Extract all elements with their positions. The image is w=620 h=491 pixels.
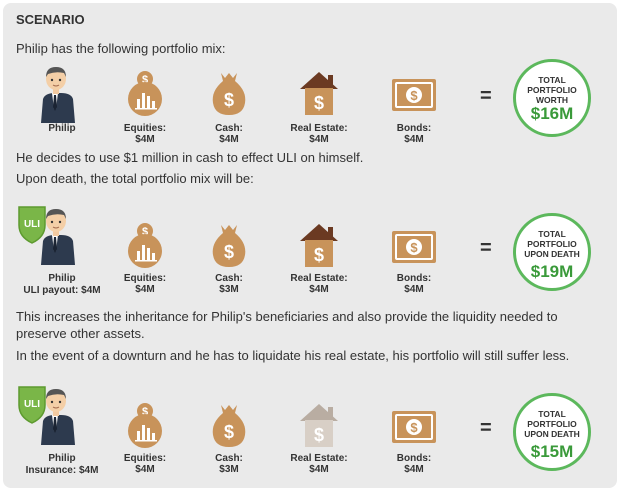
cash-icon: $: [209, 221, 249, 274]
cash-label: Cash:: [215, 123, 243, 134]
uli-badge-icon: ULI: [18, 206, 46, 244]
svg-text:$: $: [410, 88, 418, 103]
equities-label: Equities:: [123, 453, 167, 464]
uli-text: He decides to use $1 million in cash to …: [16, 150, 364, 165]
bonds-icon: $: [390, 227, 438, 272]
real-estate-value: $4M: [309, 464, 329, 475]
bonds-icon: $: [390, 75, 438, 120]
person-payout: ULI payout: $4M: [23, 285, 101, 296]
uli-badge-icon: ULI: [18, 386, 46, 424]
equities-label: Equities:: [123, 123, 167, 134]
inheritance-text: This increases the inheritance for Phili…: [16, 309, 558, 341]
equities-icon: $: [125, 69, 165, 122]
real-estate-icon: $: [298, 69, 340, 122]
equals-sign: =: [480, 85, 492, 107]
person-icon: ULI: [15, 203, 85, 278]
equals-sign: =: [480, 237, 492, 259]
total-title: TOTAL PORTFOLIO WORTH: [527, 75, 577, 105]
person-name: Philip: [48, 123, 76, 134]
bonds-label: Bonds:: [396, 453, 432, 464]
person-name: Philip: [48, 273, 76, 284]
person-payout: Insurance: $4M: [25, 465, 99, 476]
cash-value: $4M: [219, 134, 239, 145]
svg-text:$: $: [224, 90, 234, 110]
total-title: TOTAL PORTFOLIO UPON DEATH: [524, 229, 580, 259]
equities-label: Equities:: [123, 273, 167, 284]
scenario-card: SCENARIO Philip has the following portfo…: [3, 3, 617, 488]
uli-badge-text: ULI: [24, 219, 40, 230]
person-name: Philip: [48, 453, 76, 464]
bonds-value: $4M: [404, 134, 424, 145]
total-value: $19M: [530, 262, 574, 281]
real-estate-value: $4M: [309, 134, 329, 145]
cash-label: Cash:: [215, 273, 243, 284]
cash-value: $3M: [219, 464, 239, 475]
scenario-title: SCENARIO: [16, 12, 85, 27]
svg-text:$: $: [224, 242, 234, 262]
person-icon: ULI: [15, 383, 85, 458]
real-estate-icon: $: [298, 221, 340, 274]
svg-text:$: $: [142, 406, 148, 418]
cash-icon: $: [209, 69, 249, 122]
uli-badge-text: ULI: [24, 399, 40, 410]
total-title: TOTAL PORTFOLIO UPON DEATH: [524, 409, 580, 439]
equities-icon: $: [125, 221, 165, 274]
cash-value: $3M: [219, 284, 239, 295]
svg-text:$: $: [314, 93, 324, 113]
svg-text:$: $: [314, 425, 324, 445]
total-value: $16M: [530, 104, 574, 123]
real-estate-value: $4M: [309, 284, 329, 295]
bonds-icon: $: [390, 407, 438, 452]
person-icon: [15, 61, 85, 136]
cash-label: Cash:: [215, 453, 243, 464]
total-circle: TOTAL PORTFOLIO UPON DEATH $19M: [513, 213, 591, 291]
total-circle: TOTAL PORTFOLIO WORTH $16M: [513, 59, 591, 137]
bonds-label: Bonds:: [396, 123, 432, 134]
svg-text:$: $: [410, 420, 418, 435]
equities-icon: $: [125, 401, 165, 454]
equities-value: $4M: [135, 284, 155, 295]
downturn-text: In the event of a downturn and he has to…: [16, 348, 570, 363]
portfolio-row-initial: Philip $ Equities: $4M $ Cash: $4M $ Real …: [3, 59, 617, 159]
total-circle: TOTAL PORTFOLIO UPON DEATH $15M: [513, 393, 591, 471]
cash-icon: $: [209, 401, 249, 454]
real-estate-label: Real Estate:: [290, 273, 348, 284]
real-estate-label: Real Estate:: [290, 453, 348, 464]
death-text: Upon death, the total portfolio mix will…: [16, 171, 254, 186]
svg-text:$: $: [224, 422, 234, 442]
bonds-value: $4M: [404, 284, 424, 295]
equals-sign: =: [480, 417, 492, 439]
intro-text: Philip has the following portfolio mix:: [16, 41, 226, 56]
total-value: $15M: [530, 442, 574, 461]
svg-text:$: $: [142, 226, 148, 238]
equities-value: $4M: [135, 134, 155, 145]
equities-value: $4M: [135, 464, 155, 475]
portfolio-row-downturn: ULI Philip Insurance: $4M $ Equities: $4M …: [3, 379, 617, 479]
bonds-value: $4M: [404, 464, 424, 475]
real-estate-icon: $: [298, 401, 340, 454]
svg-text:$: $: [142, 74, 148, 86]
bonds-label: Bonds:: [396, 273, 432, 284]
portfolio-row-upon-death: ULI Philip ULI payout: $4M $ Equities: $4M…: [3, 199, 617, 299]
svg-text:$: $: [314, 245, 324, 265]
svg-text:$: $: [410, 240, 418, 255]
real-estate-label: Real Estate:: [290, 123, 348, 134]
